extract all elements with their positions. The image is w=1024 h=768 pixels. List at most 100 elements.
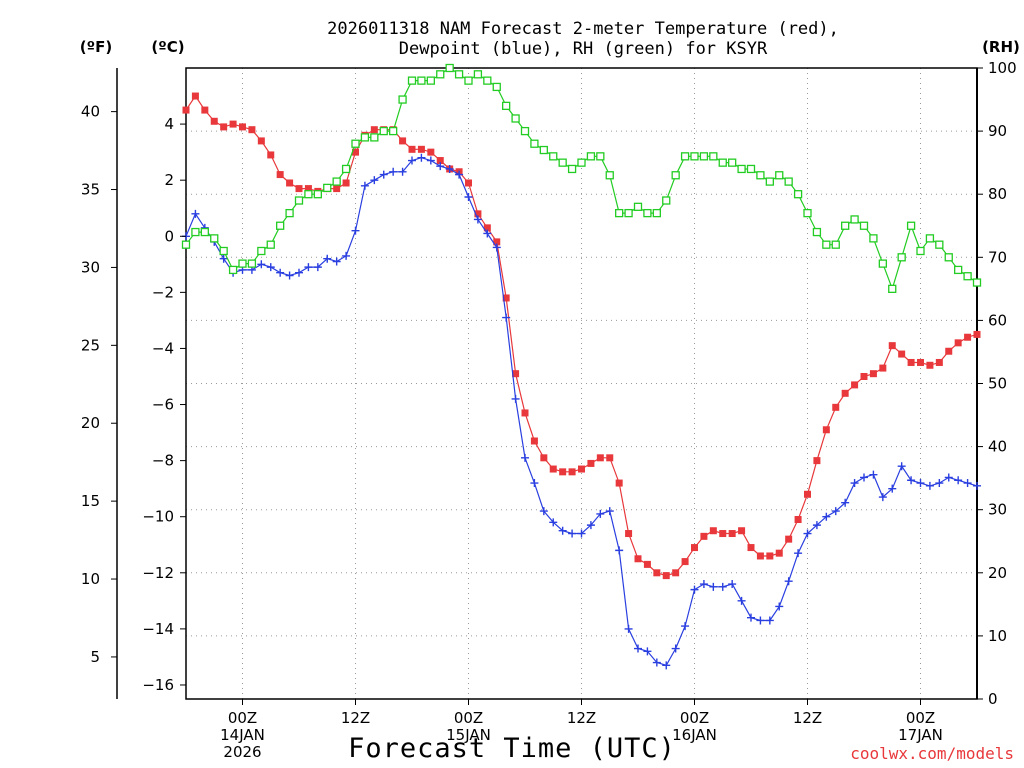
temperature-point	[860, 372, 868, 380]
dewpoint-point	[257, 260, 266, 269]
temperature-point	[606, 454, 614, 462]
temperature-point	[286, 179, 294, 187]
celsius-tick-label: −14	[142, 620, 174, 638]
rh-point	[417, 76, 426, 85]
rh-tick-label: 40	[988, 438, 1007, 456]
dewpoint-point	[426, 156, 435, 165]
rh-point	[812, 227, 822, 237]
rh-point	[709, 152, 718, 161]
dewpoint-point	[342, 251, 351, 260]
rh-point	[257, 246, 266, 256]
dewpoint-point	[718, 582, 727, 591]
dewpoint-point	[492, 243, 501, 252]
rh-point	[379, 126, 388, 136]
dewpoint-point	[831, 507, 840, 516]
rh-point	[577, 158, 586, 167]
rh-point	[294, 196, 304, 205]
dewpoint-point	[765, 616, 774, 625]
temperature-point	[530, 437, 538, 445]
rh-point	[276, 221, 285, 230]
rh-point	[332, 177, 341, 186]
celsius-tick-label: −6	[152, 396, 174, 414]
temperature-point	[465, 179, 472, 187]
temperature-point	[888, 342, 896, 350]
fahrenheit-tick-label: 20	[81, 414, 100, 432]
rh-point	[859, 221, 869, 230]
temperature-point	[210, 117, 218, 125]
rh-point	[530, 139, 539, 148]
rh-point	[944, 253, 953, 262]
rh-tick-label: 30	[988, 501, 1007, 519]
temperature-point	[954, 339, 962, 347]
dewpoint-point	[681, 622, 690, 631]
dewpoint-point	[634, 644, 642, 653]
temperature-point	[681, 558, 689, 566]
dewpoint-point	[615, 546, 624, 555]
celsius-tick-label: −8	[152, 452, 174, 470]
rh-point	[746, 164, 756, 174]
chart-title-line-2: Dewpoint (blue), RH (green) for KSYR	[399, 39, 768, 59]
rh-point	[784, 177, 793, 186]
dewpoint-point	[690, 585, 699, 594]
dewpoint-point	[502, 313, 511, 322]
x-tick-label: 12Z	[567, 709, 596, 727]
rh-point	[247, 259, 257, 268]
temperature-point	[427, 148, 435, 156]
temperature-point	[832, 403, 840, 411]
rh-tick-label: 90	[988, 122, 1007, 140]
rh-point	[370, 133, 379, 142]
temperature-point	[483, 224, 491, 232]
dewpoint-point	[389, 167, 398, 176]
dewpoint-point	[511, 394, 520, 403]
rh-point	[200, 227, 209, 237]
rh-point	[662, 196, 671, 205]
dewpoint-point	[586, 521, 595, 530]
temperature-point	[851, 381, 859, 389]
rh-point	[972, 278, 982, 287]
rh-point	[266, 240, 275, 249]
fahrenheit-tick-label: 15	[81, 492, 100, 510]
temperature-point	[926, 361, 934, 369]
celsius-tick-label: −10	[142, 508, 174, 526]
chart-title-line-1: 2026011318 NAM Forecast 2-meter Temperat…	[327, 19, 839, 39]
celsius-tick-label: −12	[142, 564, 174, 582]
temperature-point	[738, 527, 746, 535]
temperature-point	[540, 454, 548, 462]
rh-point	[389, 126, 398, 136]
x-tick-label: 2026	[223, 743, 261, 761]
rh-point	[775, 171, 784, 180]
dewpoint-point	[963, 479, 972, 488]
rh-point	[313, 190, 322, 199]
temperature-point	[625, 530, 633, 538]
dewpoint-point	[916, 479, 925, 488]
dewpoint-point	[643, 647, 652, 656]
temperature-point	[352, 148, 359, 156]
rh-point	[756, 171, 765, 180]
temperature-point	[596, 454, 604, 462]
dewpoint-point	[775, 602, 784, 611]
rh-point	[652, 208, 661, 218]
dewpoint-point	[549, 518, 558, 527]
rh-series	[181, 63, 982, 294]
temperature-point	[191, 92, 199, 100]
dewpoint-point	[539, 507, 548, 516]
rh-point	[765, 177, 774, 186]
x-tick-label: 15JAN	[446, 726, 491, 744]
dewpoint-point	[878, 493, 887, 502]
dewpoint-point	[360, 181, 369, 190]
rh-point	[624, 208, 633, 218]
temperature-point	[813, 457, 821, 465]
rh-point	[728, 158, 737, 167]
temperature-point	[728, 530, 736, 538]
dewpoint-point	[398, 167, 407, 176]
temperature-point	[333, 185, 341, 193]
dewpoint-point	[737, 596, 746, 605]
dewpoint-point	[219, 254, 228, 263]
dewpoint-point	[370, 176, 379, 185]
temperature-point	[643, 560, 651, 568]
dewpoint-point	[436, 162, 445, 171]
temperature-point	[408, 145, 416, 153]
celsius-tick-label: 0	[164, 227, 174, 245]
rh-point	[869, 234, 878, 243]
